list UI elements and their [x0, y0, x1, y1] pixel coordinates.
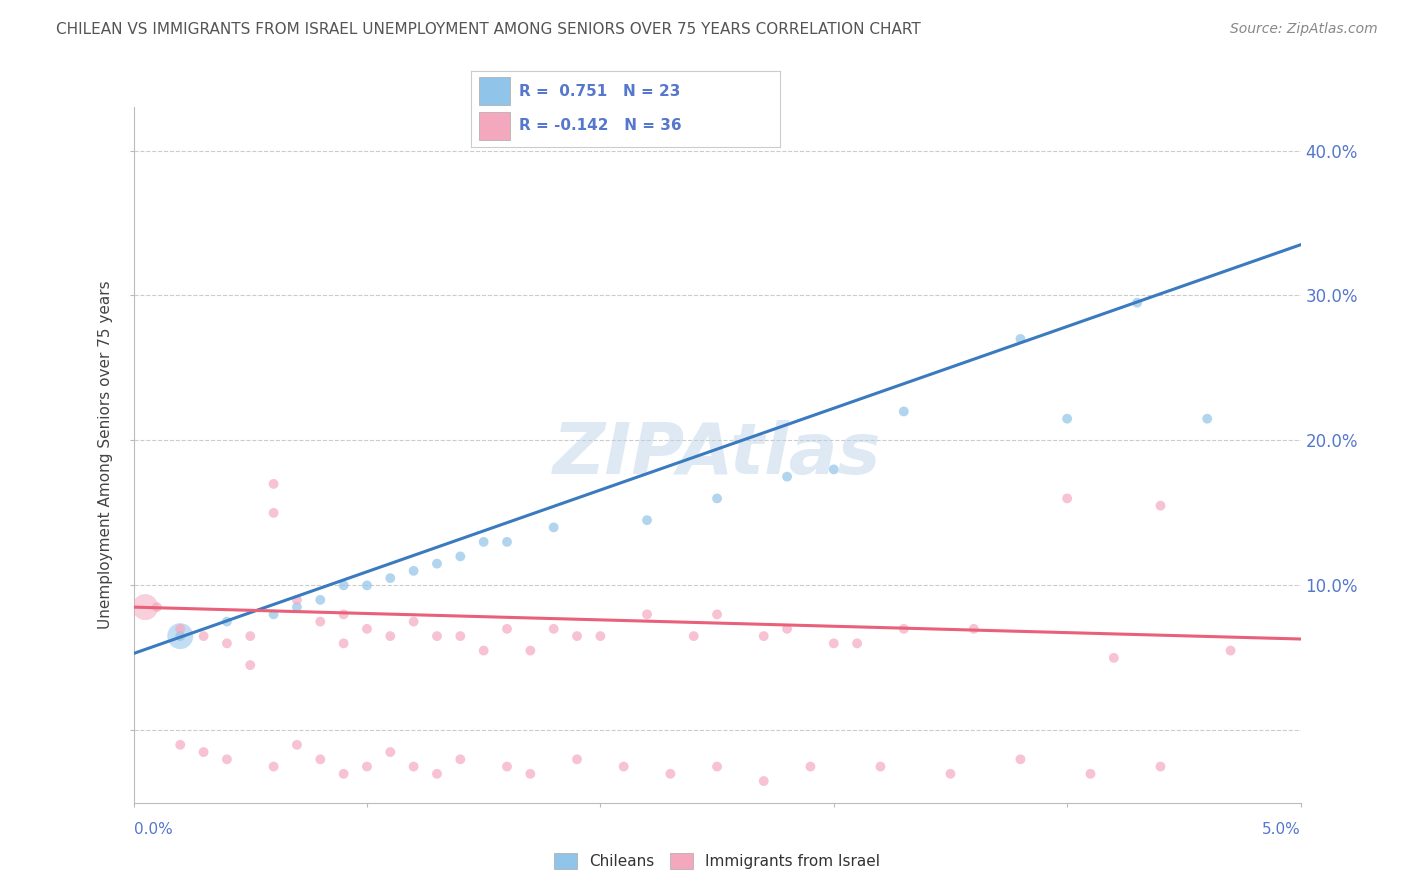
Point [752, 629, 775, 643]
Point [706, 607, 728, 622]
Bar [479, 112, 510, 140]
Point [263, 759, 285, 773]
Point [285, 738, 308, 752]
Point [426, 557, 449, 571]
Point [799, 759, 821, 773]
Point [519, 643, 541, 657]
Point [1126, 295, 1149, 310]
Point [215, 752, 238, 766]
Bar [479, 78, 510, 104]
Point [285, 600, 308, 615]
Point [1102, 651, 1125, 665]
Point [309, 615, 332, 629]
Point [285, 592, 308, 607]
Point [519, 766, 541, 781]
Text: ZIPAtlas: ZIPAtlas [553, 420, 882, 490]
Point [309, 592, 332, 607]
Point [263, 476, 285, 491]
Point [543, 520, 565, 534]
Point [706, 759, 728, 773]
Point [356, 622, 378, 636]
Point [543, 622, 565, 636]
Point [239, 629, 262, 643]
Point [1080, 766, 1102, 781]
Point [1010, 332, 1032, 346]
Point [402, 759, 425, 773]
Point [565, 752, 588, 766]
Point [846, 636, 869, 650]
Point [659, 766, 682, 781]
Point [1219, 643, 1241, 657]
Point [332, 578, 354, 592]
Point [426, 629, 449, 643]
Point [706, 491, 728, 506]
Point [449, 549, 471, 564]
Point [752, 774, 775, 789]
Point [893, 622, 915, 636]
Point [823, 462, 845, 476]
Point [380, 745, 402, 759]
Point [193, 745, 215, 759]
Point [332, 607, 354, 622]
Y-axis label: Unemployment Among Seniors over 75 years: Unemployment Among Seniors over 75 years [98, 281, 114, 629]
Point [963, 622, 986, 636]
Text: 5.0%: 5.0% [1261, 822, 1301, 837]
Point [776, 622, 799, 636]
Point [565, 629, 588, 643]
Point [496, 534, 519, 549]
Point [263, 607, 285, 622]
Point [332, 636, 354, 650]
Point [1010, 752, 1032, 766]
Point [636, 607, 658, 622]
Point [869, 759, 891, 773]
Point [776, 469, 799, 483]
Point [1149, 759, 1171, 773]
Text: Source: ZipAtlas.com: Source: ZipAtlas.com [1230, 22, 1378, 37]
Point [449, 629, 471, 643]
Point [402, 615, 425, 629]
Point [472, 534, 495, 549]
Point [332, 766, 354, 781]
Point [146, 600, 169, 615]
Point [636, 513, 658, 527]
Point [309, 752, 332, 766]
Point [426, 766, 449, 781]
Text: R =  0.751   N = 23: R = 0.751 N = 23 [519, 84, 681, 99]
Point [263, 506, 285, 520]
Point [1056, 411, 1078, 425]
Point [380, 571, 402, 585]
Point [893, 404, 915, 418]
Point [589, 629, 612, 643]
Point [496, 622, 519, 636]
Text: R = -0.142   N = 36: R = -0.142 N = 36 [519, 119, 682, 134]
Legend: Chileans, Immigrants from Israel: Chileans, Immigrants from Israel [548, 847, 886, 875]
Point [496, 759, 519, 773]
Point [613, 759, 636, 773]
Point [823, 636, 845, 650]
Point [169, 629, 191, 643]
Point [1056, 491, 1078, 506]
Point [356, 578, 378, 592]
Point [472, 643, 495, 657]
Point [193, 629, 215, 643]
Point [215, 636, 238, 650]
Point [1197, 411, 1219, 425]
Point [239, 658, 262, 673]
Point [215, 615, 238, 629]
Text: CHILEAN VS IMMIGRANTS FROM ISRAEL UNEMPLOYMENT AMONG SENIORS OVER 75 YEARS CORRE: CHILEAN VS IMMIGRANTS FROM ISRAEL UNEMPL… [56, 22, 921, 37]
Point [169, 629, 191, 643]
Point [1149, 499, 1171, 513]
Point [682, 629, 704, 643]
Point [169, 738, 191, 752]
Point [402, 564, 425, 578]
Point [356, 759, 378, 773]
Text: 0.0%: 0.0% [134, 822, 173, 837]
Point [134, 600, 156, 615]
Point [939, 766, 962, 781]
Point [449, 752, 471, 766]
Point [169, 622, 191, 636]
Point [380, 629, 402, 643]
